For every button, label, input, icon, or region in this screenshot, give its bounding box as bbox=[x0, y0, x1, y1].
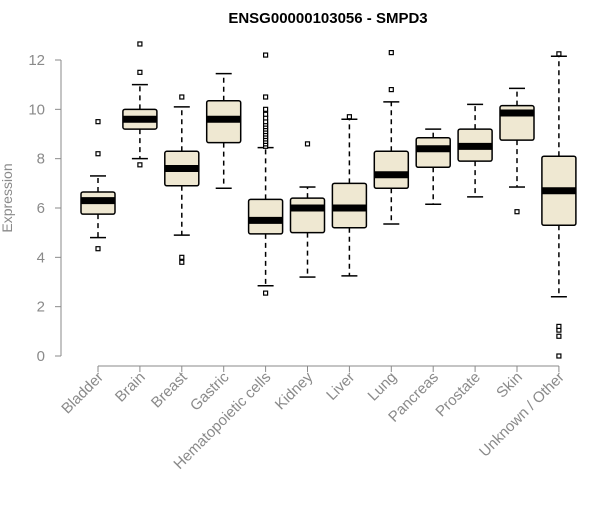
outlier-point bbox=[179, 254, 185, 260]
x-tick-label: Breast bbox=[148, 368, 191, 411]
y-axis-label: Expression bbox=[0, 163, 15, 232]
y-tick-label: 6 bbox=[37, 200, 45, 217]
box-iqr bbox=[247, 198, 284, 235]
outlier-point bbox=[304, 141, 311, 147]
outlier-point bbox=[263, 111, 269, 117]
x-tick-label: Skin bbox=[493, 369, 526, 402]
box-group bbox=[247, 52, 284, 296]
outlier-point bbox=[263, 106, 269, 112]
outlier-point bbox=[514, 209, 520, 215]
box-iqr bbox=[289, 197, 326, 234]
box-iqr bbox=[415, 136, 451, 169]
box-group bbox=[331, 114, 368, 277]
outlier-point bbox=[179, 94, 185, 100]
outlier-point bbox=[556, 353, 562, 359]
outlier-point bbox=[556, 51, 562, 57]
outlier-point bbox=[263, 290, 269, 296]
box-group bbox=[457, 103, 493, 198]
y-tick-label: 0 bbox=[37, 348, 45, 365]
y-tick-label: 8 bbox=[37, 151, 45, 168]
box-group bbox=[289, 141, 326, 278]
x-tick-label: Liver bbox=[323, 369, 358, 404]
outlier-point bbox=[556, 323, 562, 329]
outlier-point bbox=[388, 86, 394, 93]
y-tick-label: 2 bbox=[37, 299, 45, 316]
outlier-point bbox=[137, 162, 143, 168]
y-tick-label: 10 bbox=[28, 101, 45, 118]
box-group bbox=[164, 94, 200, 265]
box-iqr bbox=[373, 150, 410, 190]
chart-title: ENSG00000103056 - SMPD3 bbox=[228, 10, 427, 27]
x-tick-label: Bladder bbox=[58, 369, 107, 418]
box-group bbox=[415, 128, 451, 206]
outlier-point bbox=[137, 41, 143, 47]
box-group bbox=[373, 49, 410, 225]
plot-area bbox=[80, 41, 577, 359]
outlier-point bbox=[95, 119, 101, 125]
outlier-point bbox=[346, 114, 352, 120]
outlier-point bbox=[95, 151, 101, 157]
box-group bbox=[80, 119, 116, 252]
outlier-point bbox=[137, 69, 143, 75]
outlier-point bbox=[179, 259, 185, 265]
x-tick-label: Kidney bbox=[272, 368, 317, 413]
y-tick-label: 12 bbox=[28, 52, 45, 69]
y-tick-label: 4 bbox=[37, 249, 45, 266]
outlier-point bbox=[263, 94, 269, 100]
outlier-point bbox=[388, 49, 394, 56]
x-tick-label: Brain bbox=[112, 369, 149, 406]
box-group bbox=[499, 87, 535, 215]
box-group bbox=[205, 72, 242, 190]
box-group bbox=[122, 41, 158, 168]
outlier-point bbox=[95, 246, 101, 252]
outlier-point bbox=[263, 52, 269, 58]
box-group bbox=[541, 51, 577, 359]
x-tick-label: Prostate bbox=[432, 369, 484, 421]
outlier-point bbox=[556, 333, 562, 339]
x-tick-label: Lung bbox=[365, 369, 401, 405]
